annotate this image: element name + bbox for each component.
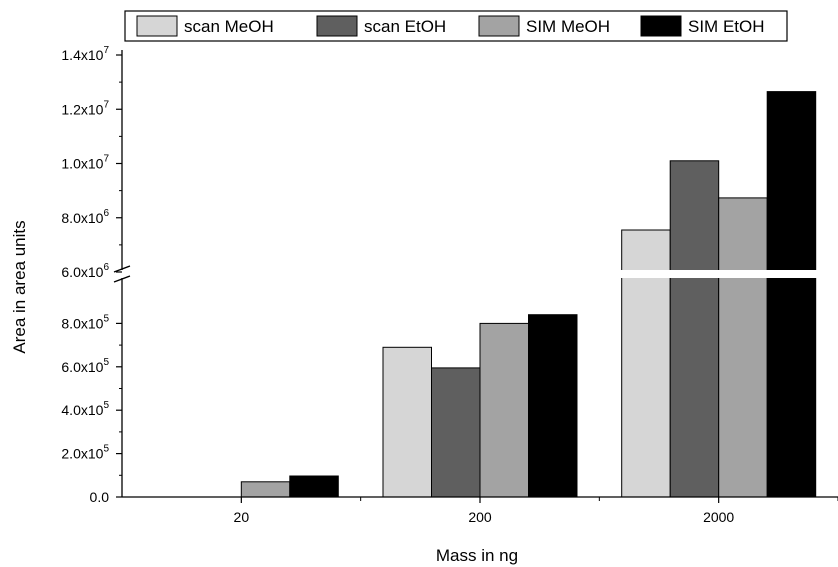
y-tick-label-lower: 0.0 — [90, 489, 110, 505]
y-tick-label-upper: 1.4x107 — [61, 45, 109, 63]
legend-swatch — [478, 15, 520, 37]
legend-swatch — [640, 15, 682, 37]
y-tick-label-lower: 4.0x105 — [61, 400, 109, 418]
legend-label: SIM MeOH — [526, 17, 610, 36]
bar-scan-meoh-200 — [382, 346, 432, 498]
legend-swatch — [316, 15, 358, 37]
bar-sim-etoh-200 — [528, 314, 578, 498]
y-tick-label-upper: 1.0x107 — [61, 154, 109, 172]
legend-label: scan EtOH — [364, 17, 446, 36]
bar-sim-meoh-200 — [479, 322, 529, 498]
x-tick-label: 20 — [234, 509, 250, 525]
bars-group — [240, 91, 817, 498]
bar-sim-etoh-20 — [289, 475, 339, 498]
axis-break-gap — [123, 270, 838, 278]
axis-break-mark-lower — [113, 275, 131, 283]
bar-sim-meoh-20 — [240, 481, 291, 498]
bar-sim-meoh-2000 — [718, 197, 768, 498]
bar-sim-etoh-2000 — [766, 91, 817, 498]
y-tick-label-upper: 8.0x106 — [61, 208, 109, 226]
axis-break-mark-upper — [113, 265, 131, 273]
y-tick-label-upper: 1.2x107 — [61, 99, 109, 117]
legend-swatch — [136, 15, 178, 37]
y-tick-label-lower: 8.0x105 — [61, 313, 109, 331]
y-tick-label-lower: 2.0x105 — [61, 444, 109, 462]
x-tick-label: 200 — [468, 509, 492, 525]
axes-group: 0.0 2.0x105 4.0x105 6.0x105 8.0x105 6.0x106 8.… — [61, 45, 838, 525]
y-axis-title: Area in area units — [10, 220, 29, 353]
legend-label: scan MeOH — [184, 17, 274, 36]
legend: scan MeOH scan EtOH SIM MeOH SIM EtOH — [124, 10, 788, 42]
bar-scan-etoh-200 — [431, 367, 481, 498]
legend-label: SIM EtOH — [688, 17, 765, 36]
x-tick-label: 2000 — [703, 509, 734, 525]
y-tick-label-lower: 6.0x105 — [61, 357, 109, 375]
y-tick-label-upper: 6.0x106 — [61, 262, 109, 280]
x-axis-title: Mass in ng — [436, 546, 518, 565]
bar-scan-etoh-2000 — [669, 160, 720, 498]
